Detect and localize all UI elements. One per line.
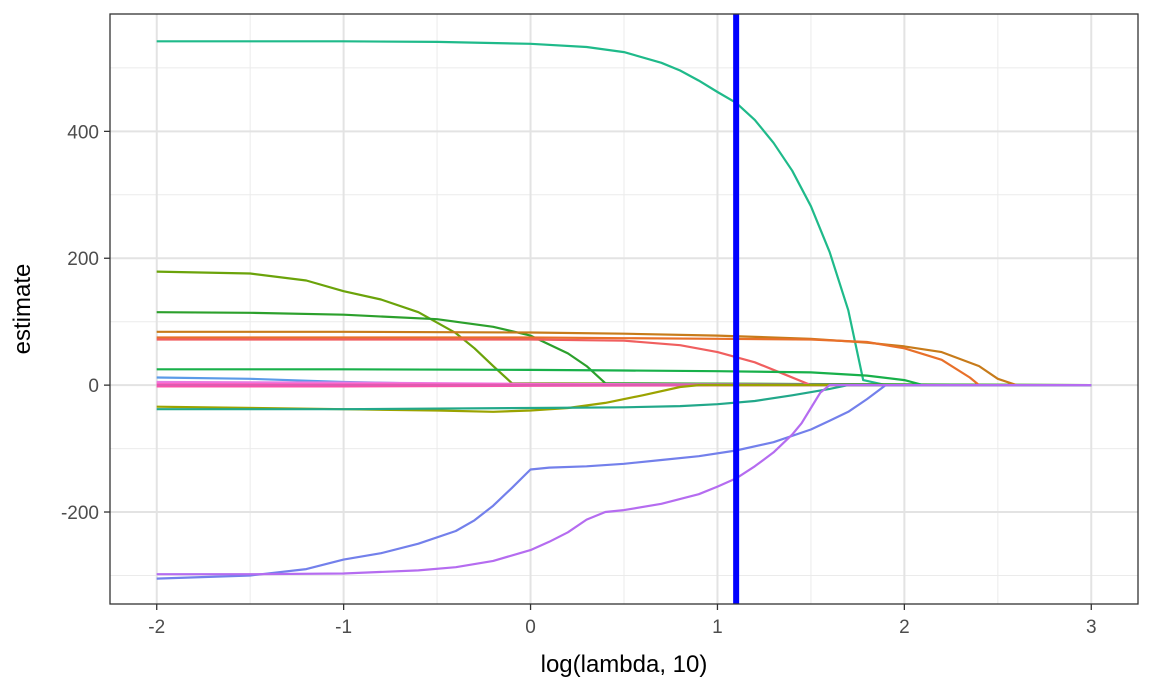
x-tick-label: 0: [525, 617, 536, 638]
x-tick-label: 3: [1086, 617, 1097, 638]
series-line-7: [156, 368, 1092, 387]
y-tick-label: 0: [88, 376, 99, 397]
series-line-15: [156, 384, 1092, 580]
x-tick-label: 1: [712, 617, 723, 638]
x-axis-title: log(lambda, 10): [541, 651, 708, 678]
series-line-6: [156, 338, 1092, 387]
series-line-1: [156, 40, 1092, 387]
x-axis: -2 -1 0 1 2 3: [148, 604, 1097, 638]
x-tick-label: -2: [148, 617, 165, 638]
grid-minor: [110, 14, 1138, 604]
plot-border: [109, 13, 1139, 605]
series-line-16: [156, 384, 1092, 576]
y-tick-label: 400: [67, 122, 99, 143]
y-axis: -200 0 200 400: [61, 122, 110, 524]
y-tick-label: -200: [61, 503, 99, 524]
series-line-14: [156, 384, 1092, 411]
series-line-3: [156, 311, 1092, 387]
x-tick-label: 2: [899, 617, 910, 638]
x-tick-label: -1: [335, 617, 352, 638]
y-axis-title: estimate: [9, 264, 36, 355]
series-line-5: [156, 336, 1092, 387]
series-line-2: [156, 270, 1092, 387]
y-tick-label: 200: [67, 249, 99, 270]
series-layer: [156, 40, 1092, 580]
